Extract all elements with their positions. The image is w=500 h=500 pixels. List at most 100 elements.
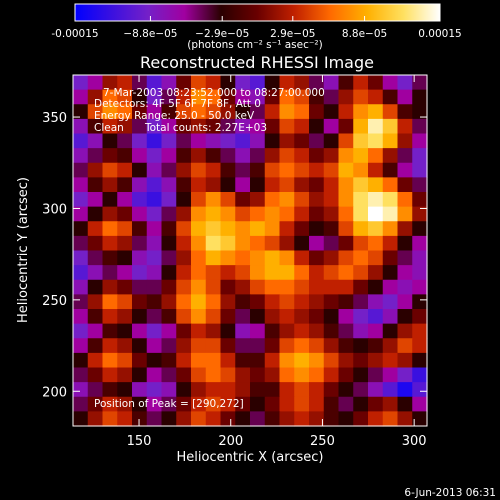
heatmap-cell <box>323 382 340 398</box>
heatmap-cell <box>250 192 266 208</box>
heatmap-cell <box>397 177 413 193</box>
heatmap-cell <box>309 309 325 325</box>
heatmap-cell <box>161 279 177 295</box>
heatmap-cell <box>250 323 266 339</box>
heatmap-cell <box>368 352 384 369</box>
heatmap-cell <box>264 265 281 281</box>
heatmap-cell <box>205 235 222 252</box>
heatmap-cell <box>146 221 163 237</box>
heatmap-cell <box>117 294 133 310</box>
heatmap-cell <box>397 133 413 149</box>
heatmap-cell <box>235 89 251 105</box>
heatmap-cell <box>323 338 340 354</box>
heatmap-cell <box>205 177 222 193</box>
heatmap-cell <box>102 367 118 383</box>
heatmap-cell <box>323 118 340 135</box>
heatmap-cell <box>161 104 177 120</box>
heatmap-cell <box>368 104 384 120</box>
heatmap-cell <box>205 411 222 427</box>
heatmap-cell <box>264 148 281 164</box>
heatmap-cell <box>412 75 428 91</box>
heatmap-cell <box>382 250 399 266</box>
heatmap-cell <box>412 294 428 310</box>
heatmap-cell <box>264 206 281 222</box>
heatmap-cell <box>353 279 369 295</box>
heatmap-cell <box>353 206 369 222</box>
heatmap-cell <box>102 162 118 178</box>
heatmap-cell <box>191 396 207 412</box>
heatmap-cell <box>412 396 428 412</box>
heatmap-cell <box>294 162 310 178</box>
heatmap-cell <box>117 411 133 427</box>
heatmap-cell <box>368 367 384 383</box>
heatmap-cell <box>323 309 340 325</box>
heatmap-cell <box>191 411 207 427</box>
heatmap-cell <box>132 118 148 135</box>
heatmap-cell <box>338 382 354 398</box>
heatmap-cell <box>176 396 192 412</box>
heatmap-cell <box>117 148 133 164</box>
heatmap-cell <box>264 338 281 354</box>
heatmap-cell <box>279 294 295 310</box>
heatmap-cell <box>73 382 89 398</box>
heatmap-cell <box>279 382 295 398</box>
heatmap-cell <box>191 265 207 281</box>
heatmap-cell <box>176 89 192 105</box>
heatmap-cell <box>279 177 295 193</box>
heatmap-cell <box>132 235 148 252</box>
heatmap-cell <box>353 382 369 398</box>
heatmap-cell <box>309 148 325 164</box>
heatmap-cell <box>73 89 89 105</box>
heatmap-cell <box>146 250 163 266</box>
heatmap-cell <box>353 192 369 208</box>
heatmap-cell <box>235 396 251 412</box>
heatmap-cell <box>309 352 325 369</box>
y-axis: 200 250 300 350 <box>42 111 427 400</box>
heatmap-cell <box>102 89 118 105</box>
heatmap-cell <box>191 192 207 208</box>
heatmap-cell <box>397 338 413 354</box>
heatmap-cell <box>382 411 399 427</box>
heatmap-cell <box>73 265 89 281</box>
heatmap-cell <box>191 162 207 178</box>
heatmap-cell <box>235 367 251 383</box>
heatmap-cell <box>73 367 89 383</box>
heatmap-cell <box>102 133 118 149</box>
heatmap-cell <box>146 206 163 222</box>
heatmap-cell <box>412 265 428 281</box>
heatmap-cell <box>279 323 295 339</box>
heatmap-cell <box>382 148 399 164</box>
heatmap-cell <box>397 309 413 325</box>
heatmap-cell <box>264 75 281 91</box>
heatmap-cell <box>73 309 89 325</box>
heatmap-cell <box>250 279 266 295</box>
heatmap-cell <box>309 162 325 178</box>
heatmap-cell <box>176 104 192 120</box>
heatmap-cell <box>412 235 428 252</box>
heatmap-cell <box>220 192 236 208</box>
heatmap-cell <box>146 294 163 310</box>
heatmap-cell <box>235 279 251 295</box>
heatmap-cell <box>87 309 104 325</box>
heatmap-cell <box>205 396 222 412</box>
heatmap-cell <box>73 294 89 310</box>
chart-title: Reconstructed RHESSI Image <box>140 53 374 72</box>
heatmap-cell <box>161 323 177 339</box>
heatmap-cell <box>161 294 177 310</box>
heatmap-cell <box>353 265 369 281</box>
heatmap-cell <box>368 148 384 164</box>
heatmap-cell <box>220 148 236 164</box>
heatmap-cell <box>191 206 207 222</box>
heatmap-cell <box>117 162 133 178</box>
heatmap-cell <box>146 148 163 164</box>
heatmap-cell <box>87 75 104 91</box>
heatmap-cell <box>353 323 369 339</box>
heatmap-cell <box>220 177 236 193</box>
heatmap-cell <box>102 294 118 310</box>
heatmap-cell <box>161 382 177 398</box>
heatmap-cell <box>87 265 104 281</box>
heatmap-cell <box>102 118 118 135</box>
heatmap-cell <box>323 162 340 178</box>
heatmap-cell <box>397 382 413 398</box>
heatmap-cell <box>382 104 399 120</box>
